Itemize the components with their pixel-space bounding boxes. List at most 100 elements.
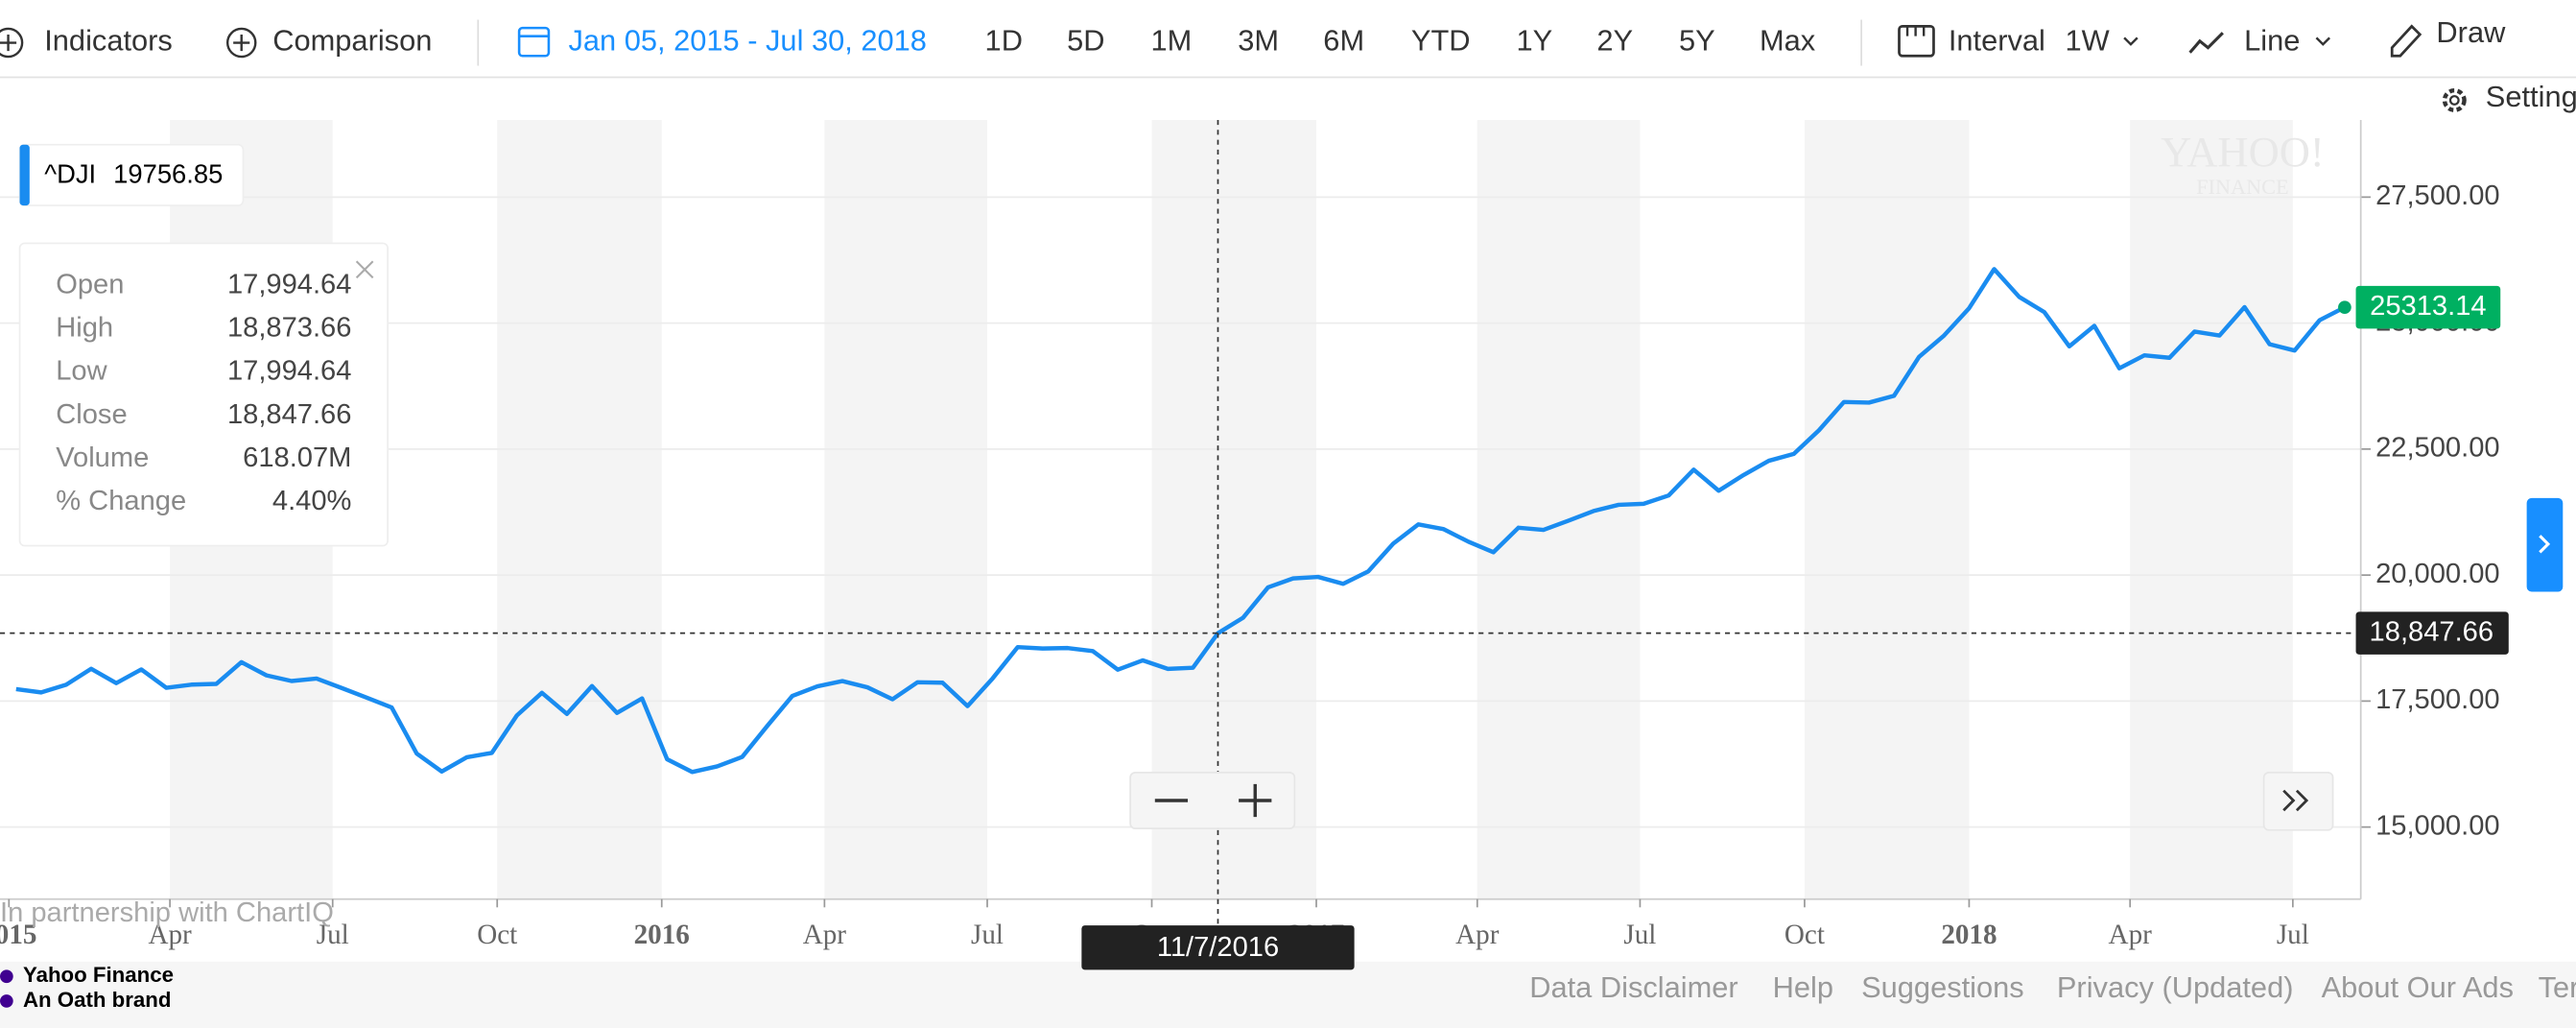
period-button[interactable]: 6M — [1323, 24, 1364, 58]
tooltip-box — [18, 242, 389, 547]
comparison-icon — [233, 34, 250, 52]
period-shading — [497, 120, 662, 899]
watermark: FINANCE — [2196, 175, 2288, 199]
x-tick-label: 2016 — [634, 920, 690, 950]
zoom-in[interactable] — [1239, 783, 1272, 818]
chart-style[interactable]: Line — [2244, 24, 2300, 58]
tooltip-value: 4.40% — [272, 486, 352, 516]
y-tick-label: 17,500.00 — [2375, 684, 2499, 715]
interval-value[interactable]: 1W — [2065, 24, 2109, 58]
x-tick-label: 2015 — [0, 920, 36, 950]
settings-icon[interactable] — [2442, 87, 2467, 112]
x-tick-label: Jul — [1623, 920, 1656, 950]
crosshair-x-label: 11/7/2016 — [1157, 932, 1279, 963]
chevron — [2123, 36, 2139, 46]
period-shading — [1804, 120, 1970, 899]
footer-link[interactable]: Suggestions — [1861, 970, 2024, 1004]
legend-value: 19756.85 — [113, 158, 223, 188]
side-tab-icon — [2539, 535, 2551, 554]
plot: YAHOO!FINANCE 15,000.00 17,500.00 20,000.00… — [0, 120, 2509, 970]
price-tag-label: 25313.14 — [2370, 291, 2486, 322]
settings-button[interactable]: Settings — [2486, 80, 2576, 113]
period-button[interactable]: YTD — [1411, 24, 1471, 58]
footer-link[interactable]: Data Disclaimer — [1529, 970, 1737, 1004]
tooltip-label: Open — [56, 270, 124, 300]
indicators-icon[interactable] — [0, 27, 24, 59]
legend-swatch — [19, 144, 30, 206]
tooltip-value: 618.07M — [243, 442, 351, 473]
tooltip-value: 18,873.66 — [227, 313, 351, 344]
side-tab[interactable] — [2526, 497, 2564, 592]
x-tick-label: Apr — [148, 920, 192, 950]
credit: In partnership with ChartIQ — [0, 897, 334, 928]
footer-link[interactable]: Terms — [2539, 970, 2576, 1004]
footer-link[interactable]: Help — [1773, 970, 1833, 1004]
x-tick-label: Jul — [971, 920, 1004, 950]
brand: Yahoo Finance — [23, 963, 174, 987]
interval-label[interactable]: Interval — [1949, 24, 2045, 58]
x-tick-label: Oct — [1784, 920, 1825, 950]
period-button[interactable]: 5D — [1067, 24, 1104, 58]
price-line — [15, 267, 2346, 775]
period-buttons: 1D 5D 1M 3M 6M YTD 1Y 2Y 5Y Max — [985, 24, 1816, 58]
crosshair-x-tag — [1081, 925, 1355, 970]
x-tick-label: Oct — [477, 920, 517, 950]
brand-dot — [0, 994, 13, 1008]
watermark: YAHOO! — [2161, 128, 2325, 176]
tooltip-label: % Change — [56, 486, 186, 516]
footer-link[interactable]: About Our Ads — [2322, 970, 2514, 1004]
tooltip-value: 17,994.64 — [227, 356, 351, 387]
tooltip-close[interactable] — [355, 260, 374, 279]
footer-bar — [0, 961, 2576, 1028]
last-point — [2338, 300, 2351, 315]
period-shading — [1477, 120, 1641, 899]
footer-links: Data Disclaimer Help Suggestions Privacy (U… — [1529, 970, 2576, 1004]
draw-button[interactable]: Draw — [2436, 15, 2506, 49]
tooltip-label: Close — [56, 399, 127, 430]
footer-link[interactable]: Privacy (Updated) — [2057, 970, 2294, 1004]
tooltip-label: Low — [56, 356, 107, 387]
indicators-icon — [0, 34, 17, 52]
tooltip-value: 17,994.64 — [227, 270, 351, 300]
date-range[interactable]: Jan 05, 2015 - Jul 30, 2018 — [568, 24, 926, 58]
period-button[interactable]: 1D — [985, 24, 1023, 58]
x-tick-label: Apr — [2109, 920, 2153, 950]
tooltip-rows: Open 17,994.64 High 18,873.66 Low 17,994.64 Cl… — [56, 270, 351, 516]
settings-icon — [2448, 95, 2460, 106]
tooltip-value: 18,847.66 — [227, 399, 351, 430]
x-tick-label: 2018 — [1941, 920, 1997, 950]
line-icon[interactable] — [2188, 32, 2224, 54]
legend-symbol: ^DJI — [44, 158, 96, 188]
period-button[interactable]: 2Y — [1596, 24, 1633, 58]
period-button[interactable]: 5Y — [1679, 24, 1715, 58]
comparison-icon[interactable] — [225, 27, 257, 59]
draw-icon[interactable] — [2390, 24, 2422, 58]
brand: An Oath brand — [23, 988, 172, 1012]
price-tag — [2355, 285, 2501, 329]
period-shading — [2130, 120, 2293, 899]
period-button[interactable]: Max — [1760, 24, 1816, 58]
brand-dot — [0, 969, 13, 984]
tooltip-label: Volume — [56, 442, 149, 473]
y-tick-label: 15,000.00 — [2375, 810, 2499, 841]
indicators-button[interactable]: Indicators — [44, 24, 173, 58]
x-tick-label: Apr — [803, 920, 847, 950]
period-shading — [824, 120, 988, 899]
comparison-button[interactable]: Comparison — [272, 24, 432, 58]
crosshair-y-tag — [2355, 611, 2509, 655]
period-shading — [1151, 120, 1317, 899]
period-button[interactable]: 1M — [1151, 24, 1193, 58]
y-tick-label: 20,000.00 — [2375, 559, 2499, 589]
x-tick-label: Apr — [1455, 920, 1500, 950]
scroll-end-button[interactable] — [2262, 772, 2334, 831]
period-button[interactable]: 1Y — [1517, 24, 1553, 58]
x-tick-label: Jul — [317, 920, 349, 950]
crosshair-y-label: 18,847.66 — [2370, 616, 2493, 647]
chevron — [2315, 36, 2330, 46]
interval-icon — [1905, 26, 1926, 36]
calendar-icon[interactable] — [517, 26, 551, 58]
x-tick-label: Jul — [2277, 920, 2309, 950]
period-button[interactable]: 3M — [1238, 24, 1279, 58]
tooltip-label: High — [56, 313, 113, 344]
